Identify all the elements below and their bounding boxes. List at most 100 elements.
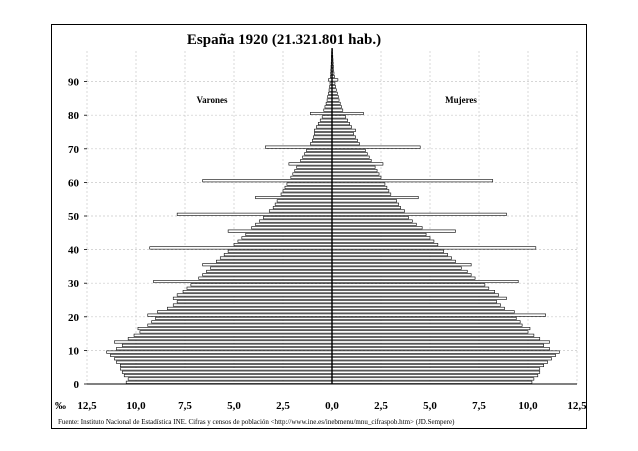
bar-varones xyxy=(182,290,333,294)
y-tick-label: 10 xyxy=(68,345,80,357)
bar-varones xyxy=(284,185,333,189)
bar-varones xyxy=(227,249,333,253)
bar-mujeres xyxy=(331,290,495,294)
bar-varones xyxy=(300,159,333,163)
unit-label: ‰ xyxy=(55,400,66,412)
bar-mujeres xyxy=(331,179,494,183)
bar-varones xyxy=(121,343,333,347)
bar-varones xyxy=(276,199,333,203)
bar-mujeres xyxy=(331,148,366,152)
bar-varones xyxy=(304,152,333,156)
bar-varones xyxy=(286,182,333,186)
bar-varones xyxy=(312,138,333,142)
bar-mujeres xyxy=(331,192,392,196)
bar-mujeres xyxy=(331,232,427,236)
bar-varones xyxy=(176,212,333,216)
bar-varones xyxy=(292,172,333,176)
bar-varones xyxy=(282,189,333,193)
bar-mujeres xyxy=(331,236,431,240)
bar-varones xyxy=(313,135,333,139)
bar-mujeres xyxy=(331,256,452,260)
bar-varones xyxy=(288,162,333,166)
bar-varones xyxy=(155,316,333,320)
bar-varones xyxy=(127,377,333,381)
x-tick-label: 12,5 xyxy=(567,400,587,412)
bar-mujeres xyxy=(331,330,529,334)
bar-varones xyxy=(153,280,333,284)
bar-varones xyxy=(310,112,333,116)
bar-mujeres xyxy=(331,243,439,247)
bar-mujeres xyxy=(331,350,560,354)
bar-mujeres xyxy=(331,125,352,129)
bar-varones xyxy=(323,108,333,112)
bar-mujeres xyxy=(331,343,544,347)
bar-mujeres xyxy=(331,286,490,290)
bar-mujeres xyxy=(331,367,541,371)
bar-mujeres xyxy=(331,229,456,233)
bar-varones xyxy=(125,380,333,384)
x-tick-label: 5,0 xyxy=(227,400,241,412)
bar-mujeres xyxy=(331,377,535,381)
bar-mujeres xyxy=(331,219,413,223)
x-axis-ticks: 12,5 10,0 7,5 5,0 2,5 0,0 2,5 5,0 7,5 10,0 12,5 xyxy=(77,400,587,412)
bar-varones xyxy=(137,327,333,331)
bar-varones xyxy=(317,122,333,126)
y-tick-label: 20 xyxy=(68,312,80,324)
bar-varones xyxy=(314,128,333,132)
bar-mujeres xyxy=(331,185,388,189)
bar-mujeres xyxy=(331,310,515,314)
bar-mujeres xyxy=(331,159,372,163)
bar-mujeres xyxy=(331,320,521,324)
legend-varones: Varones xyxy=(196,95,228,105)
bar-mujeres xyxy=(331,115,347,119)
bar-varones xyxy=(202,263,333,267)
bar-mujeres xyxy=(331,263,472,267)
bar-varones xyxy=(321,115,333,119)
bar-mujeres xyxy=(331,273,472,277)
bar-mujeres xyxy=(331,128,356,132)
bar-mujeres xyxy=(331,135,356,139)
bar-varones xyxy=(198,276,333,280)
bar-mujeres xyxy=(331,293,499,297)
chart-frame: 12,5 10,0 7,5 5,0 2,5 0,0 2,5 5,0 7,5 10,0 12,5 0 1… xyxy=(51,24,587,429)
bar-mujeres xyxy=(331,118,348,122)
bar-varones xyxy=(147,313,333,317)
bar-mujeres xyxy=(331,162,384,166)
bar-mujeres xyxy=(331,280,519,284)
x-tick-label: 2,5 xyxy=(276,400,290,412)
bar-mujeres xyxy=(331,122,350,126)
bar-mujeres xyxy=(331,105,342,109)
bar-varones xyxy=(151,320,333,324)
bar-varones xyxy=(157,310,333,314)
source-note: Fuente: Instituto Nacional de Estadístic… xyxy=(58,418,455,426)
bar-varones xyxy=(190,283,333,287)
bar-varones xyxy=(325,101,333,105)
bar-mujeres xyxy=(331,306,505,310)
legend-mujeres: Mujeres xyxy=(445,95,477,105)
bar-mujeres xyxy=(331,313,546,317)
bar-mujeres xyxy=(331,169,378,173)
y-tick-label: 60 xyxy=(68,177,80,189)
bar-varones xyxy=(186,286,333,290)
bar-mujeres xyxy=(331,142,360,146)
bar-varones xyxy=(202,179,333,183)
bar-varones xyxy=(120,364,333,368)
bar-mujeres xyxy=(331,202,399,206)
bar-mujeres xyxy=(331,155,370,159)
bar-mujeres xyxy=(331,222,417,226)
bar-mujeres xyxy=(331,353,556,357)
bar-mujeres xyxy=(331,347,550,351)
mujeres-bars xyxy=(331,48,560,384)
y-axis-ticks: 0 10 20 30 40 50 60 70 80 90 xyxy=(68,77,87,391)
bar-mujeres xyxy=(331,327,531,331)
bar-varones xyxy=(121,370,333,374)
bar-varones xyxy=(114,357,333,361)
bar-mujeres xyxy=(331,108,344,112)
bar-mujeres xyxy=(331,175,382,179)
bar-mujeres xyxy=(331,333,535,337)
bar-varones xyxy=(272,206,333,210)
bar-mujeres xyxy=(331,259,456,263)
bar-varones xyxy=(223,253,333,257)
bar-varones xyxy=(259,219,333,223)
bar-mujeres xyxy=(331,283,486,287)
